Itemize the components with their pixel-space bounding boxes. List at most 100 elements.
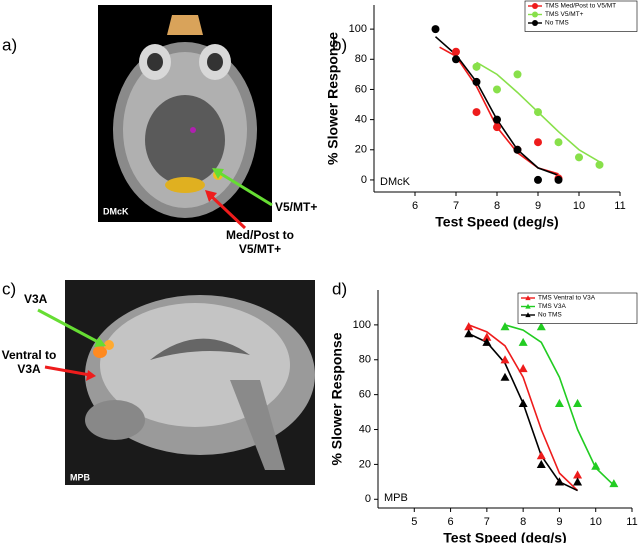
y-tick-label: 0 <box>365 493 371 505</box>
subject-label: DMcK <box>103 206 129 216</box>
arrow <box>217 170 273 207</box>
data-point <box>534 138 542 147</box>
legend-marker <box>525 303 531 309</box>
data-point <box>534 108 542 117</box>
data-point <box>452 47 460 56</box>
legend-label: TMS V5/MT+ <box>545 11 584 18</box>
data-point <box>472 62 481 71</box>
y-tick-label: 0 <box>361 174 367 186</box>
x-tick-label: 7 <box>484 516 490 528</box>
data-point <box>518 337 528 346</box>
arrow-head <box>205 190 217 202</box>
x-axis-title: Test Speed (deg/s) <box>435 214 558 230</box>
fit-curve <box>468 324 579 492</box>
x-axis-title: Test Speed (deg/s) <box>443 530 566 543</box>
y-tick-label: 20 <box>359 458 371 470</box>
arrow-head <box>94 337 106 347</box>
data-point <box>482 332 492 341</box>
data-point <box>536 322 546 331</box>
y-tick-label: 20 <box>355 144 367 156</box>
panel-label: c) <box>2 279 16 298</box>
data-point <box>493 123 501 132</box>
legend-label: No TMS <box>538 312 562 319</box>
y-tick-label: 40 <box>359 423 371 435</box>
data-point <box>482 337 492 346</box>
data-point <box>493 85 501 94</box>
data-point <box>513 145 522 154</box>
data-point <box>573 398 583 407</box>
data-point <box>500 322 510 331</box>
x-tick-label: 10 <box>573 200 585 212</box>
x-tick-label: 8 <box>520 516 526 528</box>
annotation: V3A <box>24 292 48 306</box>
legend-marker <box>525 312 531 318</box>
data-point <box>452 55 460 64</box>
annotation: V5/MT+ <box>275 200 317 214</box>
y-tick-label: 100 <box>349 23 367 35</box>
data-point <box>513 70 522 79</box>
annotation: Ventral to V3A <box>1 348 57 376</box>
legend-label: No TMS <box>545 20 569 27</box>
annotation-box: Med/Post to V5/MT+ <box>226 228 294 256</box>
data-point <box>464 329 474 338</box>
data-point <box>472 108 481 117</box>
x-tick-label: 9 <box>535 200 541 212</box>
data-point <box>573 470 583 479</box>
data-point <box>534 175 542 184</box>
legend-marker <box>525 295 531 301</box>
arrow <box>37 308 101 345</box>
data-point <box>464 322 474 331</box>
data-point <box>536 459 546 468</box>
data-point <box>609 479 619 488</box>
arrow <box>208 193 247 230</box>
arrow-head <box>212 168 224 179</box>
y-axis-title: % Slower Response <box>329 332 345 465</box>
panel-label: b) <box>332 35 347 54</box>
panel-label: a) <box>2 35 17 54</box>
data-point <box>554 477 564 486</box>
arrow-head <box>86 370 96 381</box>
legend-box <box>524 0 638 32</box>
annotation-box: Ventral to V3A <box>1 348 57 376</box>
x-tick-label: 11 <box>626 516 637 528</box>
arrow <box>44 365 91 377</box>
data-point <box>591 461 601 470</box>
legend-box <box>517 292 638 324</box>
data-point <box>493 115 501 124</box>
data-point <box>518 363 528 373</box>
legend-label: TMS Ventral to V3A <box>538 295 596 302</box>
y-tick-label: 60 <box>359 389 371 401</box>
fit-curve <box>468 332 578 492</box>
brain-image-sagittal: MPB <box>65 280 315 485</box>
legend-label: TMS Med/Post to V5/MT <box>545 3 616 10</box>
subject-label: MPB <box>70 472 91 482</box>
x-tick-label: 10 <box>590 516 602 528</box>
data-point <box>500 372 510 381</box>
y-tick-label: 40 <box>355 114 367 126</box>
x-tick-label: 11 <box>614 200 625 212</box>
data-point <box>431 25 440 34</box>
x-tick-label: 6 <box>448 516 454 528</box>
data-point <box>500 355 510 364</box>
y-tick-label: 100 <box>353 319 371 331</box>
panel-label: d) <box>332 279 347 298</box>
x-tick-label: 7 <box>453 200 459 212</box>
y-tick-label: 80 <box>359 354 371 366</box>
y-tick-label: 80 <box>355 53 367 65</box>
legend-marker <box>532 3 538 9</box>
subject-note: DMcK <box>380 176 411 188</box>
data-point <box>518 398 528 407</box>
data-point <box>472 77 481 86</box>
legend-marker <box>532 11 538 18</box>
y-tick-label: 60 <box>355 83 367 95</box>
data-point <box>575 153 583 162</box>
subject-note: MPB <box>384 492 408 504</box>
data-point <box>554 175 563 184</box>
legend-marker <box>532 20 538 26</box>
data-point <box>554 138 563 147</box>
data-point <box>573 477 583 486</box>
x-tick-label: 5 <box>411 516 417 528</box>
x-tick-label: 9 <box>556 516 562 528</box>
legend-label: TMS V3A <box>538 303 566 310</box>
